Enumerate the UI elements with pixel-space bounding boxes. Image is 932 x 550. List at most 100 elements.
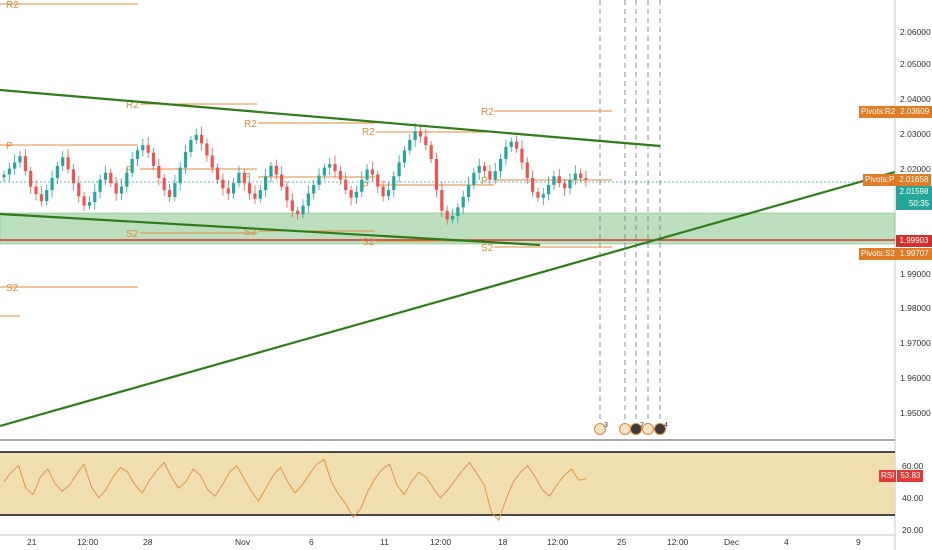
- candle-body: [498, 158, 503, 172]
- time-tick: 28: [143, 537, 153, 547]
- time-tick: 25: [617, 537, 627, 547]
- pivot-label-s2: S2: [481, 243, 494, 254]
- candle-body: [87, 202, 92, 206]
- price-tick: 1.95000: [900, 408, 931, 418]
- candle-body: [296, 210, 300, 215]
- candle-body: [461, 196, 465, 208]
- pivot-label-p: P: [481, 176, 488, 187]
- label-text: Pivots:R2: [861, 107, 896, 116]
- pivot-label-r2: R2: [244, 119, 257, 130]
- candle-body: [392, 176, 396, 191]
- label-value: 2.03609: [900, 107, 930, 116]
- time-tick: Nov: [235, 537, 251, 547]
- candle-body: [338, 171, 342, 180]
- time-axis-ticks: 21 12:00 28 Nov 6 11 12:00 18 12:00 25 1…: [27, 537, 861, 547]
- candle-body: [103, 172, 108, 180]
- rsi-tick: 40.00: [902, 493, 924, 503]
- candle-body: [514, 141, 519, 149]
- candle-body: [482, 165, 487, 172]
- time-tick: 12:00: [547, 537, 569, 547]
- candle-body: [178, 167, 182, 184]
- rsi-tick: 60.00: [902, 461, 924, 471]
- rsi-line: [3, 458, 587, 522]
- candle-body: [45, 190, 49, 202]
- candle-body: [237, 172, 241, 184]
- candle-body: [504, 146, 508, 159]
- label-pivots-p: Pivots:P 2.01658: [863, 174, 932, 186]
- candle-body: [280, 174, 284, 187]
- pivot-label-p: P: [362, 181, 369, 192]
- pivot-label-r2: R2: [6, 0, 19, 11]
- candle-body: [386, 190, 391, 197]
- candle-body: [130, 158, 134, 173]
- candle-body: [162, 177, 166, 191]
- candle-body: [541, 194, 545, 198]
- candle-body: [119, 186, 124, 194]
- candle-body: [434, 158, 439, 191]
- pivot-lines: [0, 3, 612, 317]
- candle-body: [125, 172, 129, 187]
- candle-body: [258, 190, 262, 199]
- candle-body: [370, 169, 375, 175]
- price-tick: 2.03000: [900, 129, 931, 139]
- candle-body: [167, 190, 172, 197]
- candle-body: [253, 193, 257, 199]
- label-current-price: 2.01598: [896, 186, 932, 198]
- candle-body: [381, 186, 385, 197]
- candle-body: [365, 169, 369, 180]
- price-tick: 1.96000: [900, 373, 931, 383]
- candle-body: [456, 207, 460, 216]
- candle-body: [312, 184, 316, 194]
- trendlines[interactable]: [0, 88, 896, 428]
- pivot-label-s2: S2: [244, 227, 257, 238]
- candle-body: [194, 134, 198, 140]
- candle-body: [141, 145, 145, 151]
- bomb-icon: [654, 423, 666, 435]
- label-text: Pivots:S2: [861, 249, 895, 258]
- label-pivots-s2: Pivots:S2 1.99707: [859, 248, 932, 260]
- candle-body: [248, 183, 252, 194]
- time-tick: 9: [856, 537, 861, 547]
- bomb-icon: [630, 423, 642, 435]
- label-value: 2.01658: [899, 175, 929, 184]
- candle-body: [151, 152, 156, 166]
- rising-trendline: [0, 170, 896, 428]
- time-tick: Dec: [724, 537, 740, 547]
- candle-body: [23, 156, 27, 172]
- candle-body: [328, 164, 332, 168]
- candle-body: [531, 177, 535, 192]
- candle-body: [301, 205, 305, 215]
- candle-body: [269, 165, 273, 177]
- candle-body: [39, 194, 43, 202]
- rsi-tick: 20.00: [902, 525, 924, 535]
- price-tick: 1.99000: [900, 269, 931, 279]
- candle-body: [82, 196, 86, 206]
- candle-body: [413, 131, 417, 140]
- candle-body: [584, 177, 588, 180]
- candle-body: [18, 156, 22, 163]
- event-markers[interactable]: 3 2 4: [594, 422, 669, 435]
- candle-body: [114, 183, 118, 194]
- pivot-label-s2: S2: [126, 229, 139, 240]
- candle-body: [322, 167, 326, 176]
- candle-body: [264, 176, 268, 191]
- candle-body: [189, 139, 193, 153]
- pivot-label-r2: R2: [481, 107, 494, 118]
- price-axis-panel[interactable]: [895, 0, 932, 550]
- candle-body: [579, 173, 583, 178]
- event-marker: 2: [630, 422, 644, 435]
- candle-body: [445, 210, 449, 220]
- event-marker: 4: [654, 422, 668, 435]
- pivot-label-p: P: [6, 141, 13, 152]
- candle-body: [429, 145, 433, 159]
- candle-body: [274, 165, 278, 175]
- candle-body: [418, 131, 423, 137]
- candle-body: [146, 145, 150, 153]
- candle-body: [210, 155, 214, 168]
- event-marker: 3: [594, 422, 608, 435]
- candle-body: [226, 188, 230, 194]
- candle-body: [563, 183, 567, 189]
- label-value: 1.99707: [899, 249, 929, 258]
- candle-body: [440, 190, 444, 211]
